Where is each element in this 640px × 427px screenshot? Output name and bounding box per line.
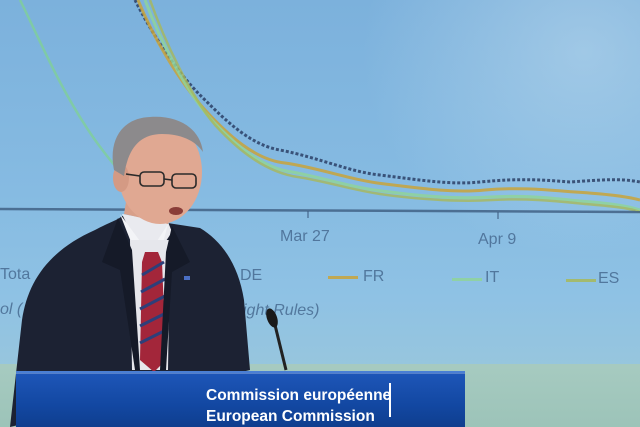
podium-sign: Commission européenne European Commissio… bbox=[206, 385, 391, 427]
lapel-left bbox=[102, 218, 140, 370]
projected-partial-text: Tota bbox=[0, 266, 31, 283]
microphone-stem bbox=[273, 324, 288, 371]
projected-series-es bbox=[148, 0, 640, 214]
projected-partial-text: ol ( bbox=[0, 301, 23, 318]
tie-stripe bbox=[139, 260, 167, 345]
podium: Commission européenne European Commissio… bbox=[16, 371, 465, 427]
podium-line-english: European Commission bbox=[206, 408, 375, 425]
legend-swatch-it bbox=[452, 278, 482, 281]
mouth bbox=[169, 207, 183, 215]
projected-x-axis bbox=[0, 207, 640, 214]
projected-date-label: Apr 9 bbox=[478, 231, 517, 248]
projected-date-label: Mar 27 bbox=[280, 228, 330, 245]
projected-legend-de: DE bbox=[240, 267, 263, 284]
glasses bbox=[125, 171, 197, 189]
microphone-head bbox=[266, 308, 278, 328]
legend-swatch-es bbox=[566, 279, 596, 282]
hair bbox=[112, 116, 203, 176]
lapel-pin bbox=[184, 276, 190, 280]
projected-legend-it: IT bbox=[485, 269, 500, 286]
projected-partial-text: ight Rules) bbox=[243, 302, 320, 319]
projected-legend-fr: FR bbox=[363, 268, 385, 285]
legend-swatch-fr bbox=[328, 276, 358, 279]
podium-line-french: Commission européenne bbox=[206, 387, 392, 404]
podium-divider bbox=[389, 383, 391, 417]
projected-series-dark bbox=[133, 0, 640, 185]
projected-legend-es: ES bbox=[598, 270, 620, 287]
lapel-right bbox=[160, 226, 190, 370]
screen-glare bbox=[360, 0, 640, 260]
